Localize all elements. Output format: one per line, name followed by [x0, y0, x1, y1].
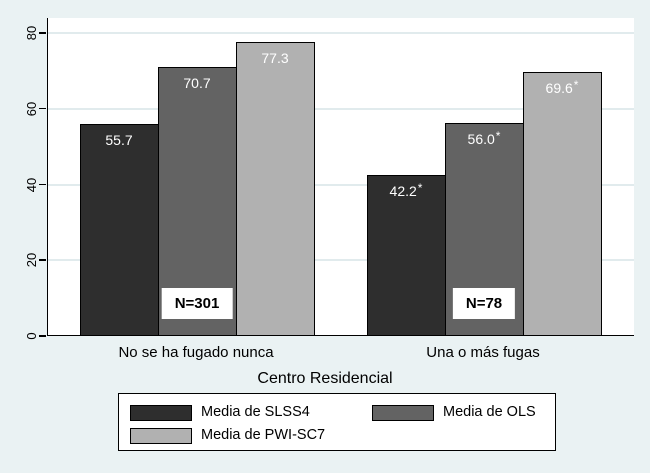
- significance-asterisk: *: [495, 129, 501, 143]
- y-tick-label: 80: [24, 25, 39, 41]
- plot-area: 55.7 70.7 77.3 42.2* 56.0* 69.6* N=301 N=78: [47, 18, 634, 336]
- gridline: [48, 183, 634, 186]
- legend-label: Media de OLS: [443, 404, 536, 420]
- gridline: [48, 32, 634, 35]
- y-tick-label: 60: [24, 101, 39, 117]
- legend-swatch: [130, 405, 192, 421]
- legend-swatch: [372, 405, 434, 421]
- y-axis-tick: [39, 32, 46, 34]
- bar: [80, 124, 159, 335]
- bar-value-label: 77.3: [261, 50, 289, 67]
- significance-asterisk: *: [417, 181, 423, 196]
- sample-size-box: N=301: [161, 288, 233, 319]
- x-category-label: Una o más fugas: [426, 344, 540, 361]
- y-axis-tick: [39, 183, 46, 186]
- bar-value-label: 56.0*: [467, 129, 501, 147]
- sample-size-box: N=78: [452, 288, 516, 319]
- bar: [236, 42, 315, 335]
- legend: Media de SLSS4 Media de OLS Media de PWI-S…: [118, 393, 556, 451]
- gridline: [48, 259, 634, 262]
- y-axis-tick: [39, 335, 46, 337]
- legend-label: Media de SLSS4: [201, 404, 310, 420]
- legend-swatch: [130, 428, 192, 444]
- bar-value-label: 42.2*: [389, 181, 423, 200]
- y-tick-label: 0: [24, 332, 39, 340]
- x-axis-title: Centro Residencial: [257, 370, 393, 387]
- significance-asterisk: *: [573, 77, 579, 92]
- x-category-label: No se ha fugado nunca: [118, 344, 274, 361]
- bar-value-label: 69.6*: [545, 77, 579, 96]
- y-axis-tick: [39, 259, 46, 261]
- legend-label: Media de PWI-SC7: [201, 427, 326, 443]
- y-tick-label: 20: [24, 253, 39, 268]
- bar-value-label: 55.7: [105, 132, 133, 149]
- bar: [367, 175, 446, 335]
- gridline: [48, 107, 634, 110]
- y-axis-tick: [39, 107, 46, 110]
- bar-value-label: 70.7: [183, 75, 211, 92]
- y-tick-label: 40: [24, 177, 39, 192]
- bar: [523, 71, 602, 335]
